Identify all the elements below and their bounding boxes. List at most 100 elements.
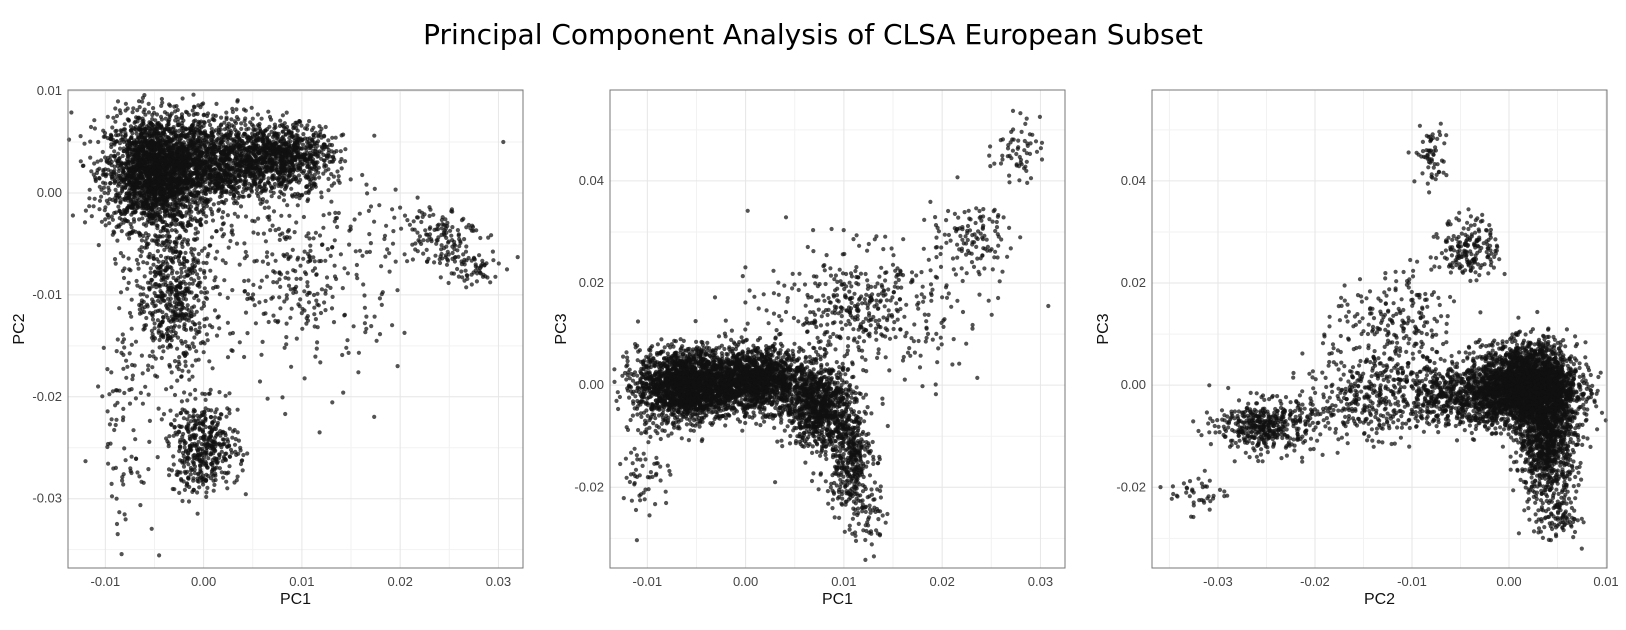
scatter-point xyxy=(103,155,108,160)
scatter-point xyxy=(147,287,152,292)
scatter-point xyxy=(183,339,188,344)
scatter-point xyxy=(298,154,303,159)
scatter-point xyxy=(152,165,157,171)
scatter-point xyxy=(89,214,94,219)
scatter-point xyxy=(299,193,304,198)
scatter-point xyxy=(191,182,196,187)
scatter-point xyxy=(280,168,285,173)
scatter-point xyxy=(301,132,306,137)
scatter-point xyxy=(169,162,174,167)
scatter-point xyxy=(115,191,120,196)
scatter-point xyxy=(217,207,222,212)
scatter-point xyxy=(187,127,193,132)
scatter-point xyxy=(243,108,248,113)
scatter-point xyxy=(164,183,169,188)
scatter-point xyxy=(275,177,281,182)
scatter-point xyxy=(240,194,245,199)
scatter-point xyxy=(189,204,194,209)
scatter-point xyxy=(134,189,139,194)
scatter-point xyxy=(158,334,163,339)
scatter-point xyxy=(97,207,102,212)
scatter-point xyxy=(200,182,205,187)
scatter-point xyxy=(187,377,192,382)
scatter-point xyxy=(272,126,277,131)
scatter-point xyxy=(205,113,210,119)
scatter-point xyxy=(236,133,241,138)
scatter-point xyxy=(88,155,93,160)
scatter-point xyxy=(159,117,164,122)
scatter-point xyxy=(316,165,321,170)
scatter-point xyxy=(191,259,196,264)
scatter-point xyxy=(177,254,182,259)
scatter-point xyxy=(192,129,197,134)
scatter-point xyxy=(168,103,173,108)
scatter-point xyxy=(325,144,330,150)
scatter-point xyxy=(173,228,178,233)
scatter-point xyxy=(216,186,221,191)
scatter-point xyxy=(157,337,162,343)
scatter-point xyxy=(256,167,261,172)
scatter-point xyxy=(195,172,200,177)
scatter-point xyxy=(134,131,139,136)
scatter-point xyxy=(242,186,247,191)
scatter-point xyxy=(294,140,299,145)
scatter-point xyxy=(180,341,185,346)
scatter-point xyxy=(226,151,232,156)
scatter-point xyxy=(313,168,319,173)
scatter-point xyxy=(116,204,121,209)
scatter-point xyxy=(113,175,118,180)
scatter-point xyxy=(150,207,155,212)
scatter-point xyxy=(269,194,274,199)
scatter-point xyxy=(99,219,104,224)
scatter-point xyxy=(176,367,181,372)
scatter-point xyxy=(174,162,179,167)
scatter-point xyxy=(173,130,178,135)
scatter-point xyxy=(168,113,173,118)
scatter-point xyxy=(106,160,111,165)
scatter-point xyxy=(145,304,150,309)
scatter-point xyxy=(239,121,244,126)
scatter-point xyxy=(189,305,195,310)
scatter-point xyxy=(160,275,165,280)
scatter-point xyxy=(111,115,116,120)
scatter-point xyxy=(126,280,131,285)
scatter-point xyxy=(126,154,131,159)
scatter-point xyxy=(167,223,173,228)
scatter-point xyxy=(140,204,145,209)
scatter-point xyxy=(165,302,170,307)
scatter-point xyxy=(261,138,266,143)
scatter-point xyxy=(102,208,107,213)
scatter-point xyxy=(288,168,294,173)
scatter-point xyxy=(196,357,201,362)
scatter-point xyxy=(185,417,190,422)
scatter-point xyxy=(211,171,216,176)
scatter-point xyxy=(88,124,94,130)
scatter-point xyxy=(154,223,159,228)
scatter-point xyxy=(164,312,169,317)
scatter-point xyxy=(132,142,137,147)
scatter-point xyxy=(324,163,329,168)
scatter-point xyxy=(158,320,163,325)
scatter-point xyxy=(138,232,143,237)
scatter-point xyxy=(281,198,287,203)
scatter-point xyxy=(184,269,189,274)
scatter-point xyxy=(160,344,165,349)
scatter-point xyxy=(178,274,183,279)
scatter-point xyxy=(224,110,229,115)
scatter-point xyxy=(130,210,135,215)
scatter-point xyxy=(202,246,207,251)
scatter-point xyxy=(139,303,144,308)
scatter-point xyxy=(130,110,135,115)
scatter-point xyxy=(139,139,144,145)
scatter-point xyxy=(161,195,166,200)
scatter-point xyxy=(298,120,303,125)
scatter-point xyxy=(213,144,218,149)
scatter-point xyxy=(300,142,306,147)
scatter-point xyxy=(158,289,163,294)
scatter-point xyxy=(140,167,145,172)
scatter-point xyxy=(330,135,335,140)
scatter-point xyxy=(185,163,190,168)
scatter-point xyxy=(144,315,149,321)
scatter-point xyxy=(168,129,173,134)
scatter-point xyxy=(234,107,239,112)
